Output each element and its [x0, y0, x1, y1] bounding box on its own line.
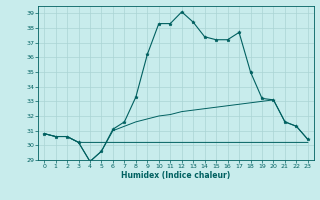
X-axis label: Humidex (Indice chaleur): Humidex (Indice chaleur) [121, 171, 231, 180]
